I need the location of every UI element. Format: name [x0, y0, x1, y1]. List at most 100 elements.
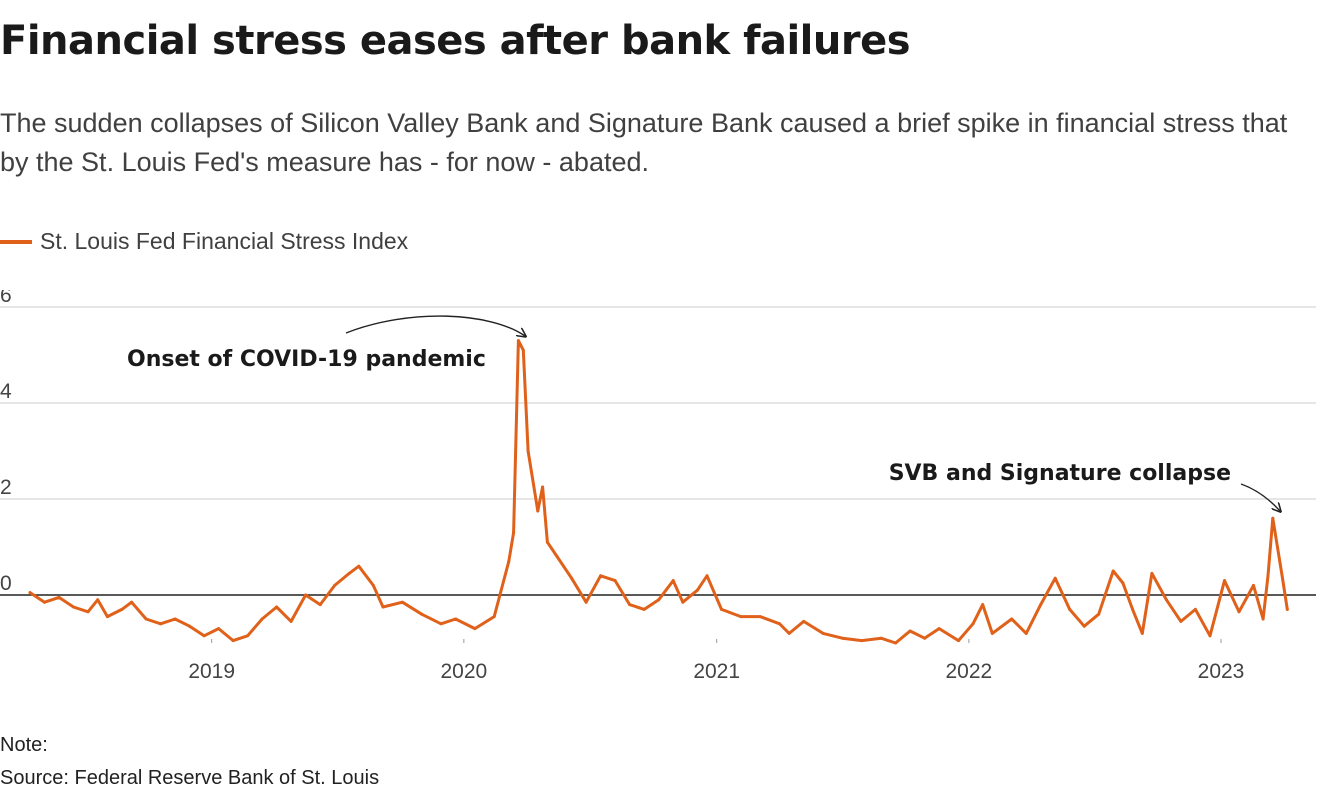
data-point [584, 600, 588, 604]
data-point [1121, 581, 1125, 585]
data-point [130, 600, 134, 604]
data-point [1111, 569, 1115, 573]
data-point [105, 615, 109, 619]
data-point [1082, 624, 1086, 628]
annotation-label: Onset of COVID-19 pandemic [127, 347, 486, 372]
data-point [642, 607, 646, 611]
data-point [28, 591, 32, 595]
data-point [705, 574, 709, 578]
data-point [275, 605, 279, 609]
x-tick-label: 2022 [945, 660, 992, 683]
data-point [879, 636, 883, 640]
annotation-arrow [1240, 483, 1280, 511]
data-point [860, 639, 864, 643]
data-point [357, 564, 361, 568]
annotation-arrow [345, 315, 525, 336]
data-point [990, 631, 994, 635]
data-point [246, 634, 250, 638]
data-point [454, 617, 458, 621]
data-point [545, 540, 549, 544]
legend-label: St. Louis Fed Financial Stress Index [40, 228, 409, 254]
data-point [492, 615, 496, 619]
data-point [347, 571, 351, 575]
data-point [787, 631, 791, 635]
data-point [304, 593, 308, 597]
data-point [96, 598, 100, 602]
y-tick-label: 6 [0, 290, 12, 307]
line-chart: 0 2 4 6 2019 2020 2021 2022 2023 Onset of COVID-1… [0, 290, 1316, 683]
annotation-label: SVB and Signature collapse [889, 461, 1231, 486]
data-point [1053, 576, 1057, 580]
data-point [507, 559, 511, 563]
data-point [72, 605, 75, 609]
chart-legend: St. Louis Fed Financial Stress Index [0, 228, 408, 255]
data-point [720, 607, 723, 611]
data-point [371, 583, 375, 587]
data-point [981, 603, 985, 607]
chart-note: Note: [0, 734, 48, 756]
data-point [521, 348, 525, 352]
data-point [894, 641, 898, 645]
data-point [1164, 598, 1168, 602]
data-point [1193, 607, 1197, 611]
data-point [1252, 583, 1255, 587]
data-point [43, 600, 46, 604]
data-point [536, 509, 540, 513]
data-point [1261, 617, 1265, 621]
data-point [1140, 631, 1144, 635]
series-line [28, 339, 1289, 645]
data-point [318, 603, 322, 607]
data-point [681, 600, 685, 604]
data-point [144, 617, 148, 621]
data-point [202, 634, 206, 638]
x-tick-label: 2023 [1198, 660, 1245, 683]
data-point [613, 579, 617, 583]
x-tick-label: 2019 [188, 660, 235, 683]
data-point [159, 622, 163, 626]
data-point [937, 627, 941, 631]
data-point [695, 588, 699, 592]
data-point [840, 636, 844, 640]
data-point [1097, 612, 1101, 616]
data-point [120, 607, 124, 611]
legend-swatch [0, 239, 32, 244]
data-point [86, 610, 90, 614]
data-point [420, 612, 424, 616]
data-point [1223, 579, 1226, 583]
data-point [400, 600, 404, 604]
data-point [1150, 571, 1154, 575]
data-point [289, 619, 293, 623]
data-point [188, 624, 192, 628]
data-point [908, 629, 912, 633]
chart-subtitle: The sudden collapses of Silicon Valley B… [0, 108, 1288, 177]
data-point [231, 639, 235, 643]
data-point [1281, 576, 1284, 580]
data-point [739, 615, 743, 619]
data-point [802, 619, 806, 623]
data-point [173, 617, 177, 621]
data-point [516, 339, 520, 343]
data-point [473, 627, 477, 631]
data-point [657, 598, 661, 602]
data-point [778, 622, 782, 626]
data-point [628, 603, 632, 607]
data-point [1271, 516, 1275, 520]
x-tick-label: 2020 [440, 660, 487, 683]
data-point [1039, 603, 1043, 607]
data-point [1010, 617, 1014, 621]
data-point [1024, 631, 1028, 635]
chart-title: Financial stress eases after bank failur… [0, 18, 911, 64]
data-point [570, 576, 574, 580]
data-point [555, 555, 559, 559]
data-point [260, 617, 264, 621]
x-tick-label: 2021 [693, 660, 740, 683]
data-point [1237, 610, 1241, 614]
y-tick-label: 2 [0, 476, 12, 499]
data-point [758, 615, 762, 619]
data-point [1266, 574, 1270, 578]
data-point [957, 639, 960, 643]
data-point [512, 531, 516, 535]
y-tick-label: 4 [0, 380, 12, 403]
chart-source: Source: Federal Reserve Bank of St. Loui… [0, 767, 380, 789]
data-point [1131, 607, 1135, 611]
